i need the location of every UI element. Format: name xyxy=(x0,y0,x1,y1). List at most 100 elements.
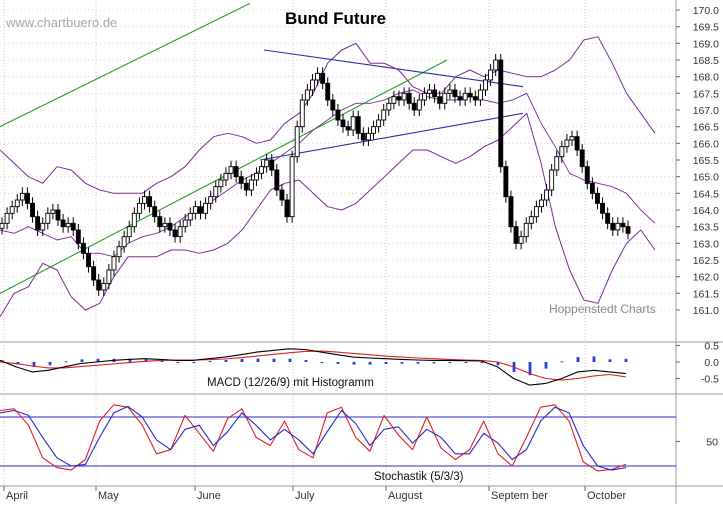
candle-body xyxy=(518,236,524,244)
macd-histogram-bar xyxy=(416,362,420,364)
price-tick-label: 161.5 xyxy=(693,288,719,300)
candle-body xyxy=(208,196,214,204)
candle-body xyxy=(131,212,137,228)
candle-body xyxy=(345,126,351,131)
macd-histogram-bar xyxy=(304,360,308,362)
candle-body xyxy=(192,206,198,214)
candle-body xyxy=(508,196,514,228)
candle-body xyxy=(421,92,427,101)
candle-body xyxy=(391,96,397,104)
price-tick-label: 167.0 xyxy=(693,105,719,117)
candle-body xyxy=(121,236,127,248)
moving-average-line xyxy=(0,89,656,258)
candle-body xyxy=(198,206,203,214)
month-label: October xyxy=(587,490,626,502)
candle-body xyxy=(218,179,224,188)
candle-body xyxy=(142,196,147,204)
macd-histogram-bar xyxy=(240,359,244,362)
stoch-title: Stochastik (5/3/3) xyxy=(374,471,464,483)
candle-body xyxy=(462,92,468,101)
candle-body xyxy=(554,156,560,171)
month-label: Septem ber xyxy=(491,490,548,502)
candle-body xyxy=(401,92,407,101)
candle-body xyxy=(254,172,259,181)
macd-histogram-bar xyxy=(272,358,276,362)
price-tick-label: 168.0 xyxy=(693,72,719,84)
candle-body xyxy=(483,79,488,91)
price-tick-label: 168.5 xyxy=(693,55,719,67)
macd-tick-label: -0.5 xyxy=(701,374,719,386)
candle-body xyxy=(172,229,178,238)
candle-body xyxy=(340,119,346,128)
candle-body xyxy=(549,169,555,191)
macd-histogram-bar xyxy=(400,362,404,364)
stoch-d-line xyxy=(0,405,627,471)
candle-body xyxy=(620,222,626,228)
candle-body xyxy=(304,89,310,101)
macd-tick-label: 0.5 xyxy=(704,341,719,353)
candle-body xyxy=(284,199,290,218)
candle-body xyxy=(91,266,97,281)
candle-body xyxy=(55,209,61,221)
candle-body xyxy=(503,166,509,198)
candle-body xyxy=(544,189,550,201)
candle-body xyxy=(610,222,616,231)
month-label: April xyxy=(6,490,28,502)
candle-body xyxy=(259,166,265,174)
candle-body xyxy=(136,202,142,214)
candle-body xyxy=(177,226,183,238)
price-tick-label: 169.5 xyxy=(693,22,719,34)
stoch-k-line xyxy=(0,404,627,472)
candle-body xyxy=(9,206,15,214)
candle-body xyxy=(320,72,326,84)
price-tick-label: 165.5 xyxy=(693,155,719,167)
candle-body xyxy=(472,96,478,101)
candle-body xyxy=(19,192,25,201)
candle-body xyxy=(615,222,621,231)
price-tick-label: 166.5 xyxy=(693,122,719,134)
candle-body xyxy=(101,282,107,291)
macd-histogram-bar xyxy=(352,362,356,365)
candle-body xyxy=(330,99,336,111)
price-tick-label: 163.0 xyxy=(693,238,719,250)
candle-body xyxy=(80,242,86,254)
price-tick-label: 162.5 xyxy=(693,255,719,267)
price-tick-label: 166.0 xyxy=(693,138,719,150)
macd-tick-label: 0.0 xyxy=(704,357,719,369)
macd-histogram-bar xyxy=(528,362,532,376)
candle-body xyxy=(569,136,575,141)
chart-title: Bund Future xyxy=(285,9,386,28)
price-tick-label: 162.0 xyxy=(693,272,719,284)
macd-histogram-bar xyxy=(496,362,500,366)
candle-body xyxy=(416,99,422,111)
candle-body xyxy=(411,102,417,111)
watermark: www.chartbuero.de xyxy=(5,15,117,30)
candle-body xyxy=(116,246,122,258)
candle-body xyxy=(350,116,356,131)
candle-body xyxy=(35,216,41,231)
price-tick-label: 167.5 xyxy=(693,88,719,100)
candle-body xyxy=(167,222,173,231)
macd-histogram-bar xyxy=(624,358,628,362)
macd-histogram-bar xyxy=(336,362,340,364)
candle-body xyxy=(86,252,91,268)
candle-body xyxy=(477,89,483,101)
month-label: May xyxy=(98,490,119,502)
candle-body xyxy=(274,169,280,191)
macd-histogram-bar xyxy=(448,362,452,363)
candle-body xyxy=(264,159,270,168)
candle-body xyxy=(157,216,163,228)
macd-histogram-bar xyxy=(208,361,212,363)
candle-body xyxy=(493,59,499,71)
macd-histogram-bar xyxy=(176,362,180,363)
candle-body xyxy=(467,92,473,98)
macd-line xyxy=(0,348,627,386)
month-label: June xyxy=(197,490,221,502)
candle-body xyxy=(437,96,443,104)
credit-label: Hoppenstedt Charts xyxy=(549,302,656,316)
candle-body xyxy=(376,119,382,128)
candle-body xyxy=(65,222,71,228)
macd-histogram-bar xyxy=(80,359,84,362)
candle-body xyxy=(294,126,300,158)
